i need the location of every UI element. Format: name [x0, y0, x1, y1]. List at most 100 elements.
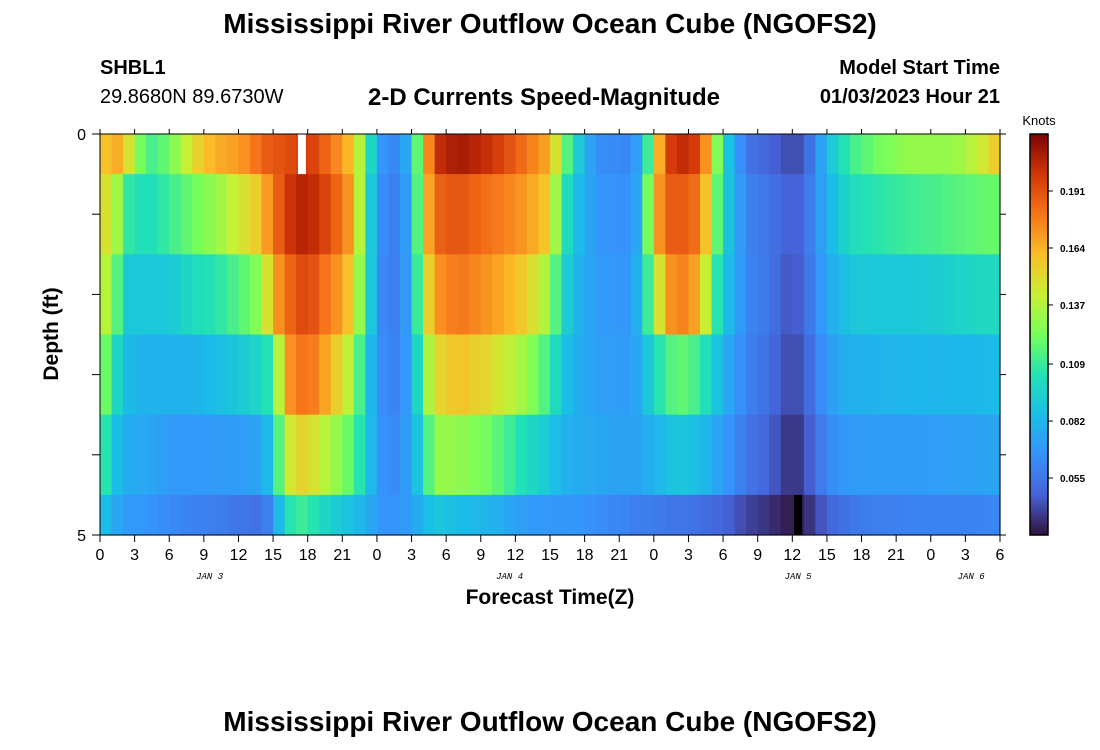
- heatmap-cell: [630, 254, 643, 336]
- heatmap-cell: [838, 254, 851, 336]
- x-axis: 0 3 6 9 12 15 18 21 0 3 6 9 12 15 18 21 0 3 6 9 12 15 18 21 0 3 6J…: [96, 129, 1005, 582]
- heatmap-cell: [700, 414, 713, 496]
- heatmap-cell: [423, 254, 436, 336]
- heatmap-cell: [573, 134, 586, 175]
- heatmap-cell: [769, 334, 782, 416]
- heatmap-cell: [250, 134, 263, 175]
- heatmap-cell: [815, 494, 828, 536]
- heatmap-cell: [238, 254, 251, 336]
- heatmap-cell: [873, 494, 886, 536]
- heatmap-cell: [169, 254, 182, 336]
- heatmap-cell: [734, 414, 747, 496]
- heatmap-cell: [503, 334, 516, 416]
- heatmap-cell: [930, 134, 943, 175]
- heatmap-cell: [746, 134, 759, 175]
- heatmap-cell: [503, 494, 516, 536]
- heatmap-cell: [446, 494, 459, 536]
- heatmap-cell: [192, 494, 205, 536]
- x-tick-label: 6: [996, 547, 1005, 564]
- heatmap-cell: [850, 334, 863, 416]
- heatmap-cell: [573, 254, 586, 336]
- heatmap-cell: [734, 174, 747, 255]
- heatmap-cell: [976, 334, 990, 416]
- heatmap-cell: [526, 174, 540, 255]
- heatmap-cell: [861, 134, 874, 175]
- heatmap-cell: [896, 134, 909, 175]
- heatmap-cell: [919, 174, 932, 255]
- heatmap-cell: [723, 174, 736, 255]
- heatmap-cell: [861, 174, 874, 255]
- missing-data-cells: [297, 134, 803, 535]
- heatmap-cell: [238, 494, 251, 536]
- heatmap-cell: [146, 254, 159, 336]
- heatmap-cell: [930, 494, 943, 536]
- heatmap-cell: [965, 134, 978, 175]
- heatmap-cell: [446, 334, 459, 416]
- heatmap-cell: [226, 174, 240, 255]
- heatmap-cell: [907, 174, 920, 255]
- heatmap-cell: [180, 414, 193, 496]
- heatmap-cell: [203, 334, 216, 416]
- heatmap-cell: [538, 134, 551, 175]
- heatmap-cell: [930, 174, 943, 255]
- colorbar-tick-label: 0.055: [1060, 474, 1085, 485]
- x-tick-label: 0: [649, 547, 658, 564]
- heatmap-cell: [584, 334, 597, 416]
- heatmap-cell: [769, 174, 782, 255]
- colorbar-tick-label: 0.164: [1060, 244, 1085, 255]
- heatmap-cell: [469, 254, 482, 336]
- heatmap-cell: [353, 494, 366, 536]
- heatmap-cell: [573, 414, 586, 496]
- heatmap-cell: [446, 414, 459, 496]
- heatmap-cell: [434, 334, 447, 416]
- heatmap-cell: [388, 494, 401, 536]
- x-tick-label: 6: [442, 547, 451, 564]
- heatmap-cell: [503, 254, 516, 336]
- heatmap-cell: [953, 134, 966, 175]
- heatmap-cell: [976, 134, 990, 175]
- heatmap-cell: [700, 134, 713, 175]
- heatmap-cell: [573, 494, 586, 536]
- heatmap-cell: [342, 334, 355, 416]
- heatmap-cell: [676, 494, 690, 536]
- heatmap-cell: [873, 334, 886, 416]
- heatmap-cell: [619, 134, 632, 175]
- missing-data-cell: [297, 134, 306, 175]
- model-start-label: Model Start Time: [839, 57, 1000, 79]
- heatmap-cell: [803, 414, 816, 496]
- heatmap-cell: [665, 254, 678, 336]
- missing-data-cell: [794, 494, 803, 535]
- heatmap-cell: [930, 334, 943, 416]
- heatmap-cell: [169, 414, 182, 496]
- heatmap-cell: [896, 334, 909, 416]
- heatmap-cell: [607, 334, 620, 416]
- heatmap-cell: [411, 414, 424, 496]
- heatmap-cell: [896, 174, 909, 255]
- heatmap-cell: [838, 414, 851, 496]
- heatmap-cell: [884, 134, 897, 175]
- heatmap-cell: [861, 414, 874, 496]
- heatmap-cell: [469, 414, 482, 496]
- heatmap-cell: [711, 254, 724, 336]
- heatmap-cell: [492, 334, 505, 416]
- heatmap-cell: [596, 254, 609, 336]
- heatmap-cell: [365, 254, 378, 336]
- heatmap-cell: [261, 414, 274, 496]
- heatmap-cell: [723, 494, 736, 536]
- heatmap-cell: [653, 494, 666, 536]
- heatmap-cell: [330, 134, 343, 175]
- heatmap-cell: [365, 494, 378, 536]
- heatmap-cell: [330, 174, 343, 255]
- heatmap-cell: [561, 134, 574, 175]
- heatmap-cell: [365, 174, 378, 255]
- heatmap-cell: [273, 334, 286, 416]
- x-tick-label: 15: [264, 547, 282, 564]
- heatmap-cell: [226, 334, 240, 416]
- heatmap-cell: [526, 494, 540, 536]
- heatmap-cell: [111, 254, 124, 336]
- heatmap-cell: [965, 414, 978, 496]
- heatmap-cell: [757, 134, 770, 175]
- x-tick-label: 21: [333, 547, 351, 564]
- heatmap-cell: [423, 494, 436, 536]
- y-axis: 05: [77, 127, 1006, 545]
